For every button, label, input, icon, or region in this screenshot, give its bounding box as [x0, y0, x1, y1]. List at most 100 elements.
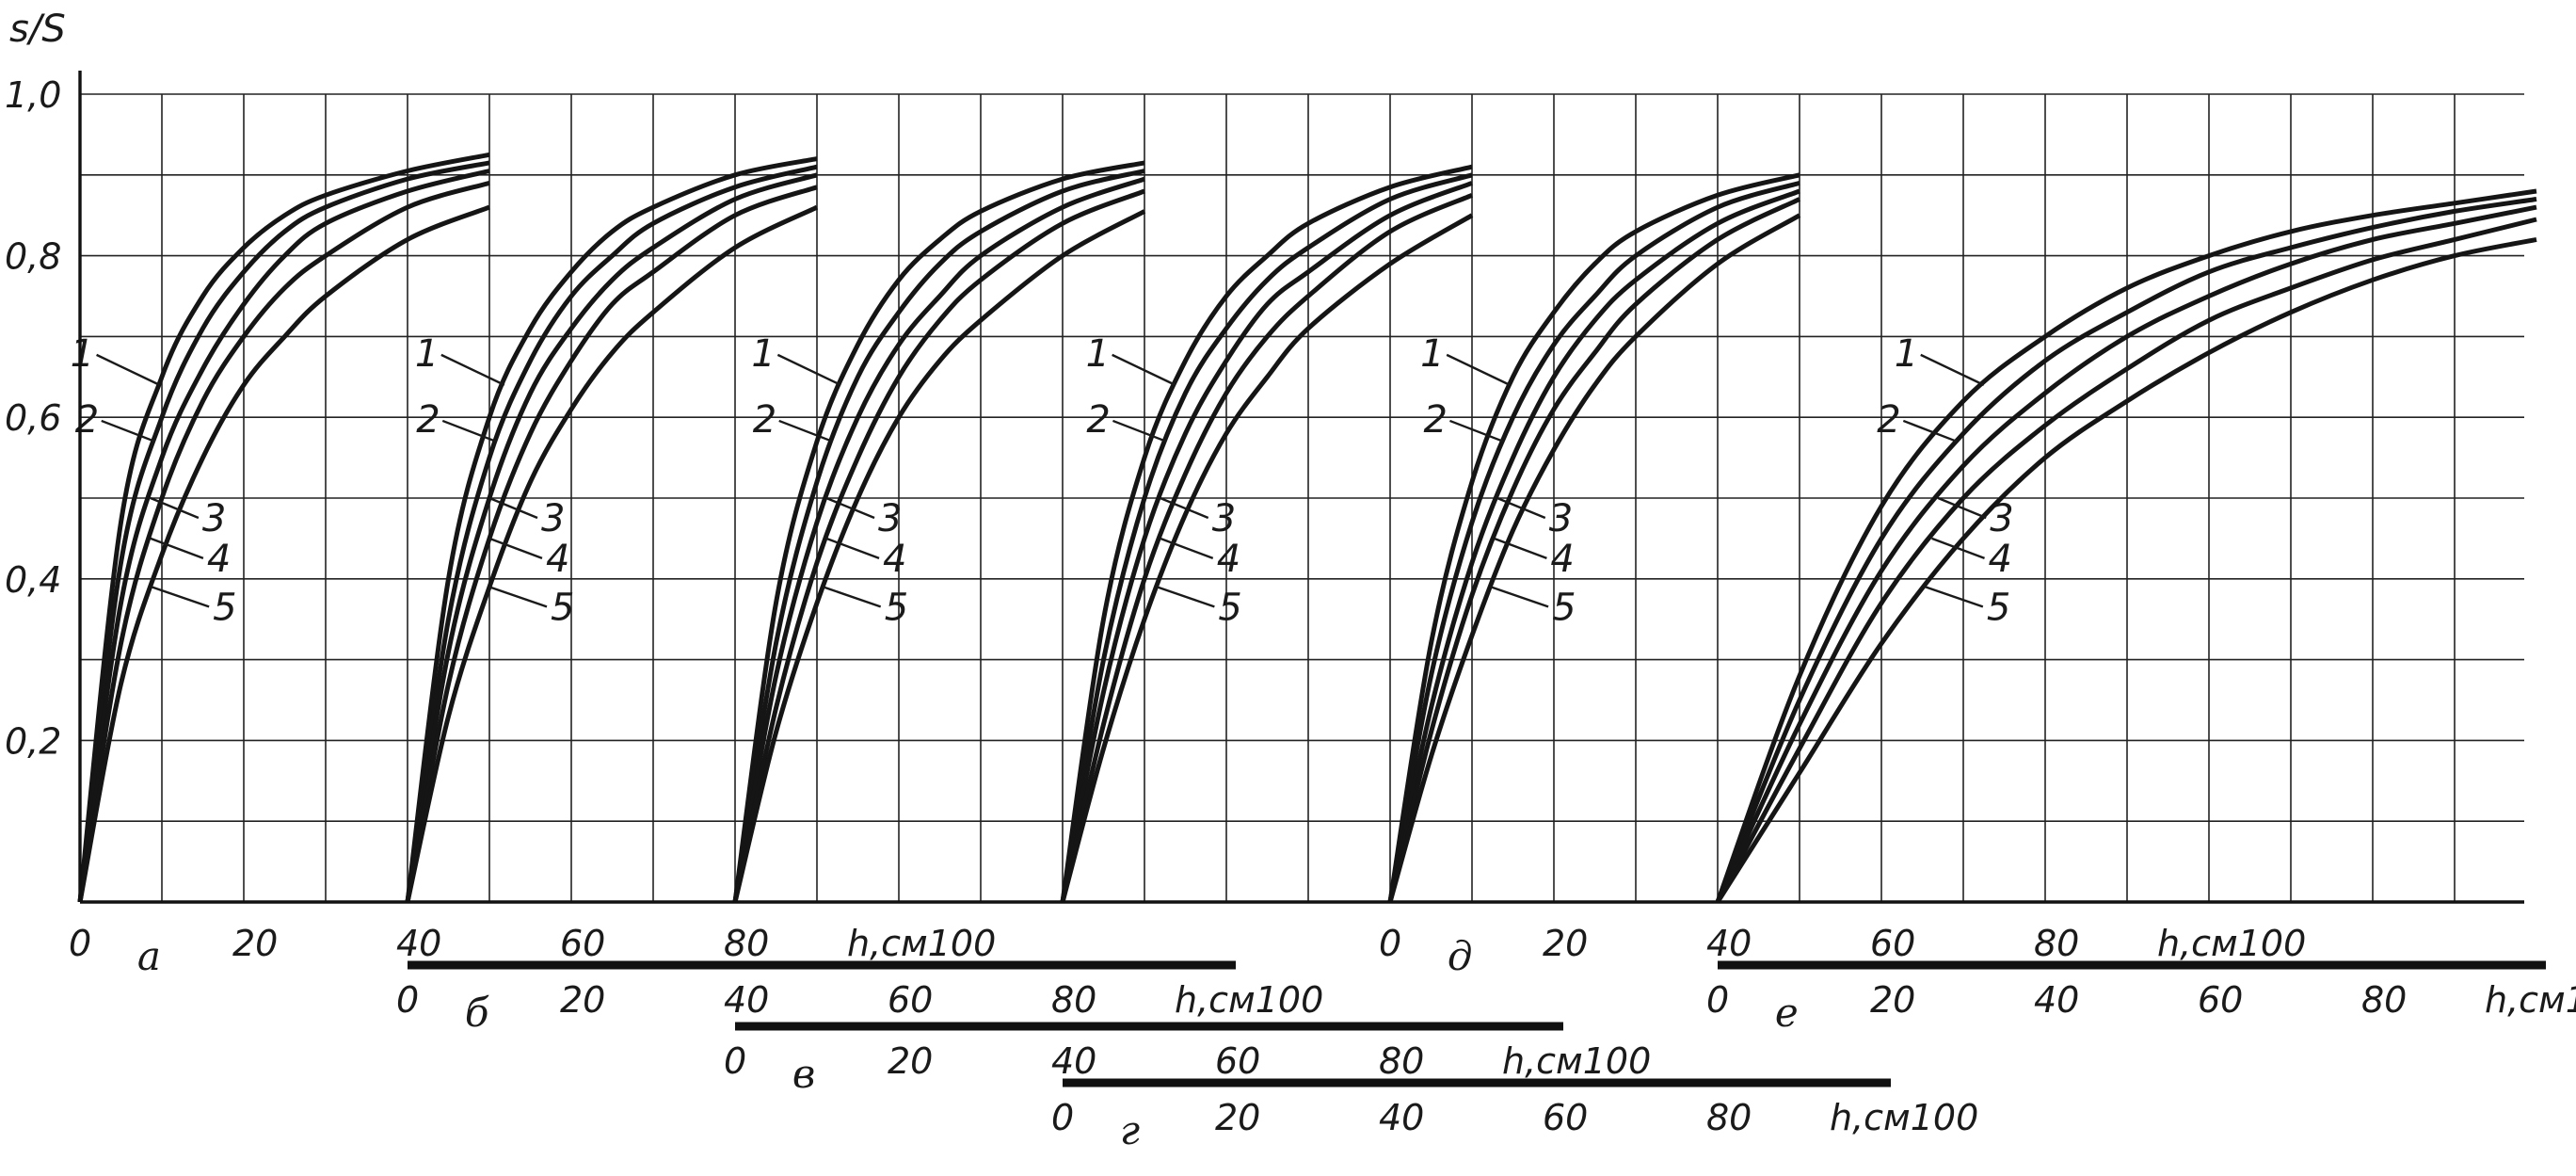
curve-label-1: 1 — [1420, 332, 1444, 376]
x-tick-label: h,см100 — [2157, 923, 2306, 964]
panel-letter-г: г — [1120, 1107, 1140, 1153]
curve-label-leader — [488, 537, 543, 560]
curve-label-leader — [1160, 496, 1209, 520]
curve-label-2: 2 — [1423, 398, 1447, 442]
curve-label-2: 2 — [1086, 398, 1110, 442]
curve-д-5 — [1387, 213, 1801, 903]
curve-label-leader — [488, 586, 548, 608]
curve-label-5: 5 — [885, 586, 908, 629]
curve-е-4 — [1715, 217, 2537, 904]
x-tick-label: h,см100 — [847, 923, 996, 964]
x-tick-label: h,см100 — [2485, 979, 2576, 1021]
x-tick-label: 0 — [1706, 979, 1729, 1021]
curve-б-2 — [405, 164, 818, 903]
x-tick-label: h,см100 — [1830, 1097, 1978, 1138]
curve-label-leader — [440, 353, 505, 386]
curves — [77, 152, 2537, 904]
y-tick-label: 0,4 — [5, 559, 61, 601]
curve-label-leader — [96, 353, 161, 386]
x-tick-label: 20 — [888, 1040, 933, 1082]
x-tick-label: 0 — [1051, 1097, 1074, 1138]
curve-label-4: 4 — [1989, 538, 2012, 581]
curve-label-leader — [151, 586, 210, 608]
curve-label-1: 1 — [1895, 332, 1918, 376]
curve-label-5: 5 — [1218, 586, 1241, 629]
curve-в-4 — [732, 188, 1145, 903]
curve-label-5: 5 — [1987, 586, 2010, 629]
curve-е-5 — [1715, 236, 2537, 904]
curve-а-2 — [77, 160, 490, 903]
curve-label-5: 5 — [1552, 586, 1576, 629]
y-tick-label: 1,0 — [5, 74, 61, 116]
curve-label-4: 4 — [1550, 538, 1574, 581]
x-tick-label: 40 — [396, 923, 441, 964]
curve-г-3 — [1060, 181, 1473, 903]
x-tick-label: 20 — [560, 979, 605, 1021]
panel-letter-а: а — [137, 933, 161, 979]
curve-label-leader — [1156, 586, 1215, 608]
x-tick-label: 80 — [1379, 1040, 1424, 1082]
curve-label-leader — [823, 586, 882, 608]
x-tick-label: 80 — [724, 923, 769, 964]
curve-д-1 — [1387, 172, 1800, 903]
curve-е-3 — [1715, 204, 2537, 904]
curve-label-3: 3 — [541, 497, 565, 540]
x-tick-label: 40 — [1706, 923, 1752, 964]
x-tick-label: h,см100 — [1502, 1040, 1651, 1082]
curve-label-2: 2 — [416, 398, 440, 442]
curve-д-4 — [1387, 197, 1801, 903]
curve-в-1 — [732, 160, 1145, 903]
x-tick-label: 0 — [724, 1040, 746, 1082]
curve-label-leader — [1446, 353, 1511, 386]
y-axis-label: s/S — [9, 8, 66, 51]
x-tick-label: 60 — [560, 923, 605, 964]
curve-а-5 — [77, 204, 490, 903]
x-tick-label: 20 — [1543, 923, 1588, 964]
x-tick-label: 0 — [396, 979, 419, 1021]
curve-label-leader — [1931, 537, 1985, 560]
curve-label-leader — [1496, 496, 1546, 520]
curve-label-1: 1 — [71, 332, 94, 376]
curve-label-4: 4 — [546, 538, 569, 581]
panel-letter-в: в — [792, 1051, 815, 1097]
curve-label-2: 2 — [1877, 398, 1900, 442]
x-tick-label: 40 — [2034, 979, 2079, 1021]
x-tick-label: 0 — [69, 923, 91, 964]
curve-label-3: 3 — [1212, 497, 1236, 540]
panel-letter-е: е — [1775, 990, 1799, 1036]
curve-г-5 — [1060, 213, 1474, 903]
curve-д-3 — [1387, 188, 1800, 903]
curve-label-3: 3 — [1549, 497, 1573, 540]
x-tick-label: 80 — [1051, 979, 1096, 1021]
curve-д-2 — [1387, 181, 1800, 903]
x-tick-label: 20 — [1870, 979, 1915, 1021]
y-tick-label: 0,8 — [5, 236, 61, 278]
axes — [78, 71, 2546, 1087]
curve-label-3: 3 — [878, 497, 902, 540]
curve-label-4: 4 — [1217, 538, 1240, 581]
panel-letter-б: б — [465, 990, 489, 1036]
curve-label-2: 2 — [753, 398, 776, 442]
x-tick-label: 60 — [1870, 923, 1915, 964]
curve-label-leader — [1920, 353, 1985, 386]
curve-label-1: 1 — [415, 332, 439, 376]
curve-е-2 — [1715, 197, 2537, 903]
curve-г-4 — [1060, 193, 1474, 903]
curve-в-3 — [732, 176, 1145, 903]
grid — [79, 93, 2524, 902]
x-tick-label: 80 — [1706, 1097, 1752, 1138]
x-tick-label: 40 — [1051, 1040, 1096, 1082]
y-tick-label: 0,6 — [5, 397, 61, 439]
curve-label-1: 1 — [751, 332, 775, 376]
x-tick-label: 20 — [232, 923, 278, 964]
curve-label-leader — [1494, 537, 1547, 560]
x-tick-label: 20 — [1215, 1097, 1260, 1138]
curve-б-4 — [405, 185, 818, 903]
curve-label-leader — [101, 419, 156, 443]
curve-label-leader — [825, 537, 880, 560]
x-tick-label: 80 — [2034, 923, 2079, 964]
curve-label-4: 4 — [883, 538, 906, 581]
curve-label-1: 1 — [1086, 332, 1110, 376]
curve-label-leader — [1925, 586, 1984, 608]
curve-label-leader — [1937, 496, 1987, 520]
